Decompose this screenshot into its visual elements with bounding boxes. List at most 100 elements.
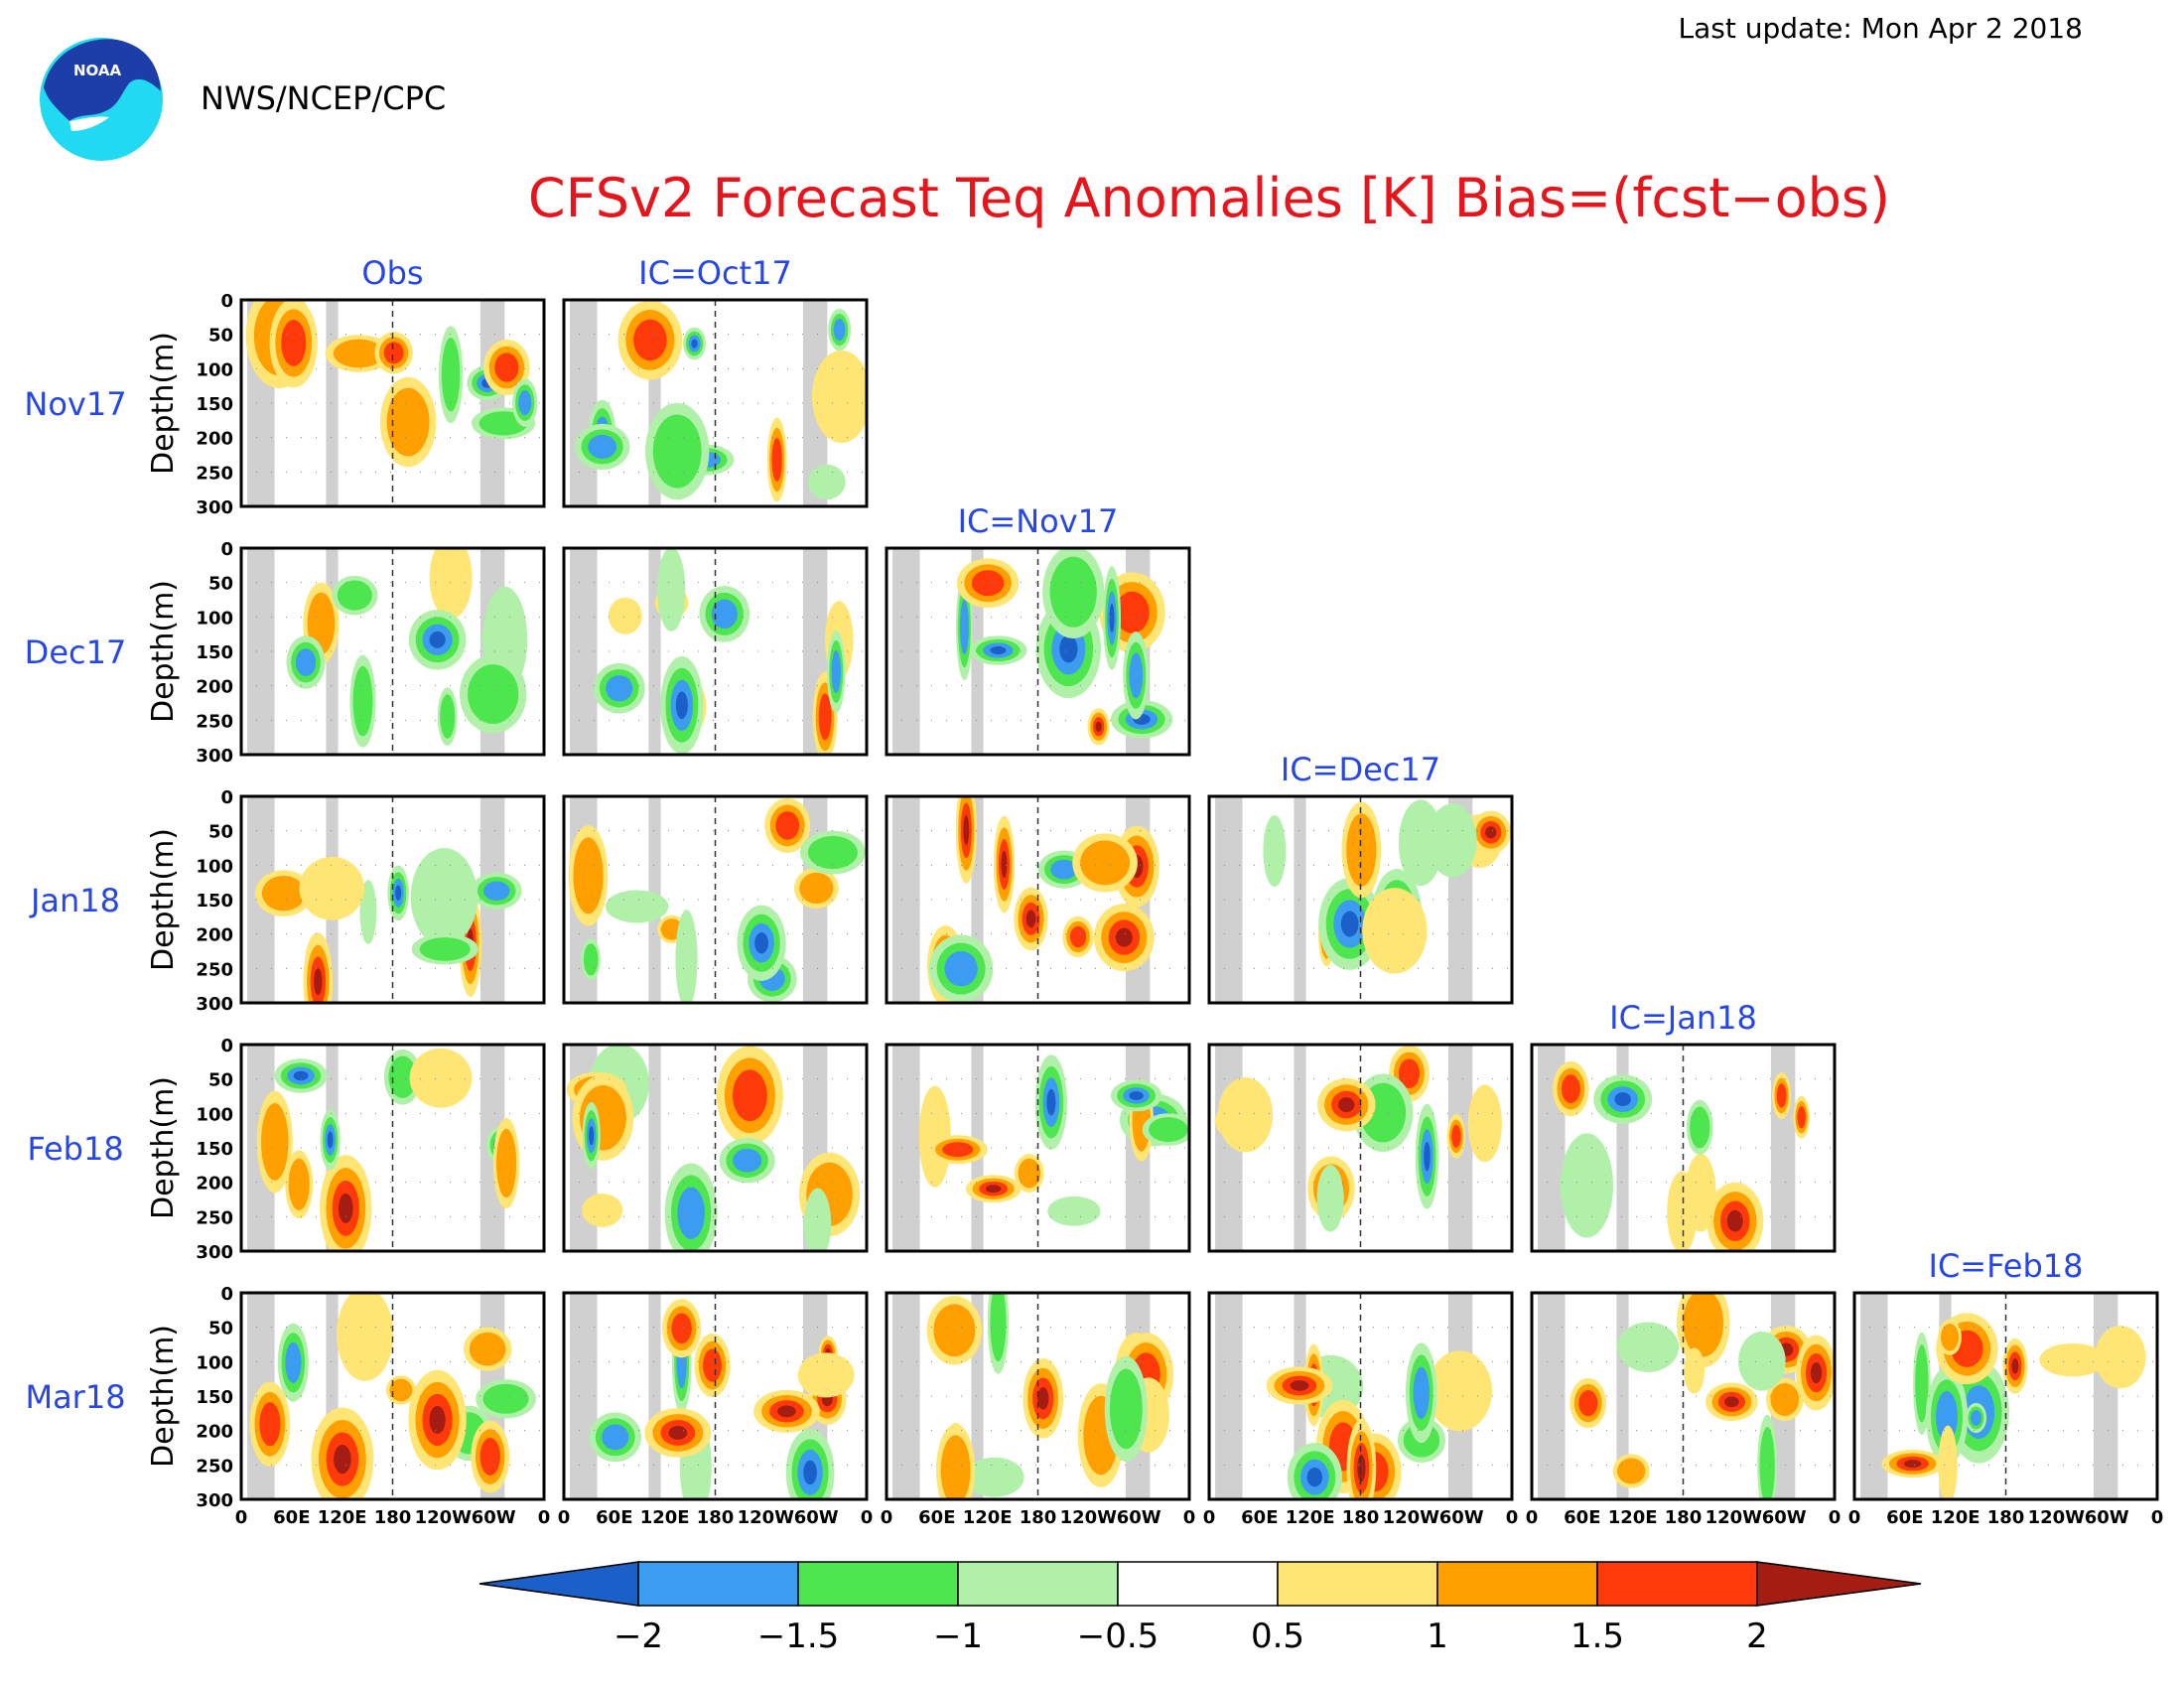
anomaly-contour [1560, 1133, 1614, 1238]
panel: IC=Oct17 [562, 254, 869, 508]
y-axis-label: Depth(m) [146, 580, 181, 723]
anomaly-contour [1398, 1058, 1421, 1089]
panel [239, 1043, 546, 1253]
anomaly-contour [334, 1445, 351, 1475]
x-tick-label: 180 [1665, 1507, 1703, 1528]
y-tick-label: 250 [196, 1456, 233, 1477]
colorbar-segment [1277, 1561, 1438, 1607]
anomaly-contour [732, 1069, 767, 1122]
land-mask [892, 1045, 920, 1251]
anomaly-contour [1770, 1382, 1800, 1416]
anomaly-contour [352, 665, 373, 737]
anomaly-contour [1485, 826, 1497, 839]
x-tick-label: 180 [697, 1507, 735, 1528]
land-mask [1294, 796, 1306, 1003]
anomaly-contour [582, 1194, 623, 1227]
y-axis-label: Depth(m) [146, 332, 181, 475]
y-tick-label: 150 [196, 891, 233, 912]
anomaly-contour [1346, 813, 1377, 887]
row-label: Nov17 [24, 385, 126, 423]
x-tick-label: 120E [963, 1507, 1013, 1528]
panel: 0 60E 120E 180 120W 60W 0 [1203, 1291, 1518, 1528]
anomaly-contour [288, 1158, 310, 1210]
anomaly-contour [833, 319, 846, 342]
agency-name: NWS/NCEP/CPC [201, 79, 446, 117]
x-tick-label: 60W [794, 1507, 839, 1528]
anomaly-contour [337, 580, 372, 611]
anomaly-contour [960, 599, 969, 655]
anomaly-contour [831, 649, 841, 694]
anomaly-contour [295, 648, 317, 676]
y-tick-label: 250 [196, 959, 233, 980]
anomaly-contour [777, 1405, 796, 1418]
last-update: Last update: Mon Apr 2 2018 [1679, 12, 2083, 45]
anomaly-contour [985, 1185, 1002, 1194]
anomaly-contour [395, 885, 402, 902]
y-tick-label: 200 [196, 429, 233, 450]
anomaly-contour [440, 694, 456, 739]
y-tick-label: 150 [196, 1387, 233, 1408]
colorbar-label: 0.5 [1251, 1617, 1304, 1656]
y-tick-label: 250 [196, 1207, 233, 1228]
anomaly-contour [259, 1402, 281, 1447]
anomaly-contour [675, 691, 688, 720]
panel: IC=Dec17 [1207, 751, 1514, 1005]
x-tick-label: 0 [1526, 1507, 1539, 1528]
colorbar-label: 2 [1746, 1617, 1768, 1656]
colorbar-label: −0.5 [1077, 1617, 1160, 1656]
anomaly-contour [1001, 850, 1008, 879]
panel-frame [562, 794, 869, 1005]
anomaly-contour [1810, 1361, 1823, 1384]
x-tick-label: 60W [1762, 1507, 1807, 1528]
anomaly-contour [1467, 1084, 1502, 1163]
y-tick-label: 250 [196, 711, 233, 732]
panel-frame [239, 298, 546, 508]
x-tick-label: 0 [861, 1507, 874, 1528]
x-tick-label: 0 [1203, 1507, 1216, 1528]
y-tick-label: 0 [220, 539, 233, 560]
x-tick-label: 180 [1987, 1507, 2025, 1528]
y-tick-label: 300 [196, 1490, 233, 1511]
row-label: Dec17 [25, 633, 127, 671]
anomaly-contour [359, 880, 377, 944]
land-mask [1294, 1045, 1306, 1251]
y-tick-label: 300 [196, 746, 233, 767]
y-tick-label: 100 [196, 1352, 233, 1373]
x-tick-label: 60E [918, 1507, 955, 1528]
anomaly-contour [1797, 1106, 1806, 1129]
anomaly-contour [963, 815, 970, 846]
land-mask [479, 300, 505, 506]
panel-title: IC=Oct17 [638, 254, 792, 292]
anomaly-contour [1095, 721, 1102, 733]
anomaly-contour [1759, 1427, 1775, 1499]
anomaly-contour [1726, 1209, 1743, 1232]
y-tick-label: 100 [196, 359, 233, 380]
y-tick-label: 50 [208, 822, 233, 843]
x-tick-label: 60W [472, 1507, 516, 1528]
panel: IC=Nov17 [885, 502, 1191, 757]
anomaly-contour [1614, 1092, 1631, 1106]
anomaly-contour [573, 837, 604, 914]
chart-title: CFSv2 Forecast Teq Anomalies [K] Bias=(f… [528, 167, 1890, 229]
panel [1207, 1043, 1514, 1253]
anomaly-contour [733, 1148, 762, 1173]
x-tick-label: 120E [1286, 1507, 1335, 1528]
anomaly-contour [388, 1055, 417, 1098]
x-tick-label: 0 [1183, 1507, 1196, 1528]
anomaly-contour [818, 693, 832, 741]
anomaly-contour [1316, 1165, 1344, 1232]
x-tick-label: 60W [2085, 1507, 2129, 1528]
anomaly-contour [1684, 1347, 1706, 1394]
anomaly-contour [1214, 1102, 1259, 1140]
anomaly-contour [383, 342, 404, 364]
anomaly-contour [606, 675, 633, 702]
panel-grid: Nov17 Depth(m) 0 50 100 150 200 250 300 Obs IC=Oct… [24, 254, 2163, 1528]
anomaly-contour [285, 1341, 302, 1383]
y-tick-label: 300 [196, 497, 233, 518]
land-mask [892, 1293, 920, 1499]
panel: Obs [239, 254, 546, 508]
panel-frame [1207, 1043, 1514, 1253]
x-tick-label: 120W [738, 1507, 795, 1528]
x-tick-label: 0 [1829, 1507, 1842, 1528]
anomaly-contour [1776, 1083, 1787, 1108]
